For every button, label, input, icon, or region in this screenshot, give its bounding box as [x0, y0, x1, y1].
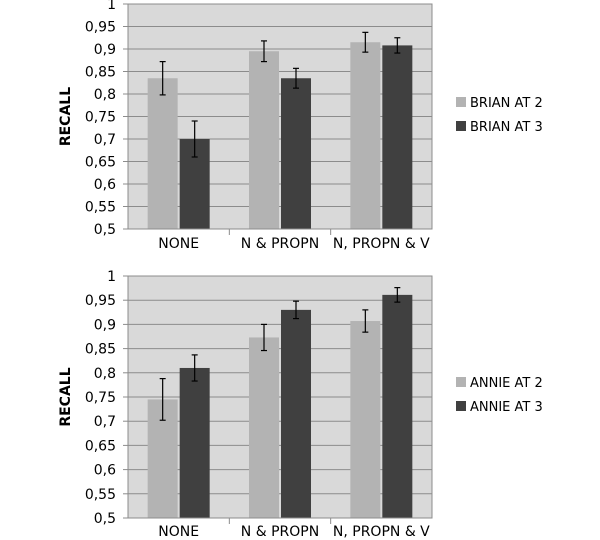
legend-label: BRIAN AT 3: [470, 120, 543, 135]
bar: [350, 321, 381, 518]
y-axis-label: RECALL: [58, 367, 74, 426]
x-tick-label: N & PROPN: [241, 524, 319, 540]
legend: BRIAN AT 2 BRIAN AT 3: [456, 96, 543, 135]
x-tick-label: N, PROPN & V: [333, 524, 430, 540]
bar: [249, 337, 279, 518]
chart-2: 0,5 0,55 0,6 0,65 0,7 0,75 0,8 0,85 0,9 0,95 1 RECA…: [58, 269, 543, 540]
bar: [249, 51, 279, 229]
legend-label: ANNIE AT 3: [470, 400, 543, 415]
legend-swatch: [456, 401, 466, 411]
bar: [382, 294, 413, 518]
y-tick-label: 0,6: [94, 463, 116, 479]
y-tick-label: 0,8: [94, 366, 116, 382]
y-tick-label: 0,85: [85, 65, 116, 81]
legend-swatch: [456, 121, 466, 131]
legend-label: ANNIE AT 2: [470, 376, 543, 391]
y-tick-label: 0,7: [94, 414, 116, 430]
y-tick-label: 0,8: [94, 87, 116, 103]
x-tick-label: N, PROPN & V: [333, 236, 430, 252]
y-axis-label: RECALL: [58, 87, 74, 146]
y-tick-label: 0,95: [85, 20, 116, 36]
chart-1: 0,5 0,55 0,6 0,65 0,7 0,75 0,8 0,85 0,9 0,95 1 RECA…: [58, 0, 543, 252]
y-tick-label: 1: [107, 0, 116, 13]
bar: [147, 78, 178, 229]
legend-swatch: [456, 377, 466, 387]
bar: [350, 42, 381, 229]
bar: [281, 309, 311, 518]
bar: [179, 367, 210, 518]
y-tick-label: 0,5: [94, 511, 116, 527]
y-tick-label: 0,65: [85, 155, 116, 171]
y-tick-label: 0,5: [94, 222, 116, 238]
y-tick-label: 0,55: [85, 487, 116, 503]
legend-label: BRIAN AT 2: [470, 96, 543, 111]
bar: [382, 45, 413, 230]
y-tick-label: 0,75: [85, 390, 116, 406]
y-tick-label: 1: [107, 269, 116, 285]
x-tick-label: NONE: [158, 236, 199, 252]
bar: [281, 78, 311, 229]
y-tick-label: 0,65: [85, 438, 116, 454]
y-tick-label: 0,85: [85, 342, 116, 358]
y-tick-label: 0,95: [85, 293, 116, 309]
legend: ANNIE AT 2 ANNIE AT 3: [456, 376, 543, 415]
y-tick-label: 0,6: [94, 177, 116, 193]
x-tick-label: NONE: [158, 524, 199, 540]
x-tick-label: N & PROPN: [241, 236, 319, 252]
y-tick-label: 0,75: [85, 110, 116, 126]
y-tick-label: 0,9: [94, 42, 116, 58]
y-tick-label: 0,9: [94, 317, 116, 333]
y-tick-label: 0,7: [94, 132, 116, 148]
legend-swatch: [456, 97, 466, 107]
y-tick-label: 0,55: [85, 200, 116, 216]
